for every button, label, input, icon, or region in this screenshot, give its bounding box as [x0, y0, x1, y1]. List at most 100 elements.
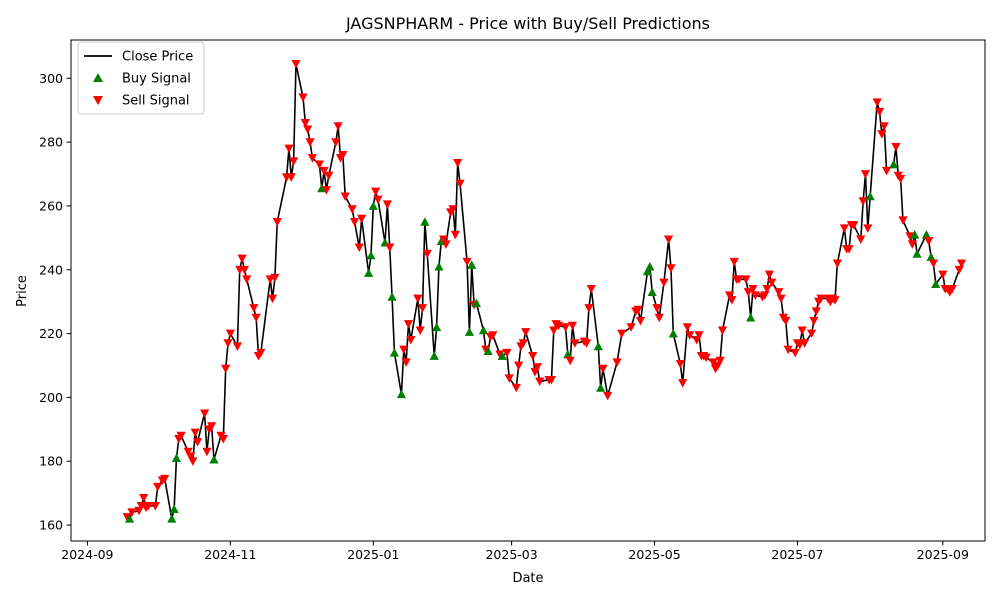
- sell-signal-marker: [806, 329, 817, 339]
- sell-signal-marker: [928, 259, 939, 268]
- sell-signal-marker: [549, 326, 559, 335]
- sell-signal-marker: [567, 321, 578, 331]
- buy-signal-marker: [746, 313, 756, 322]
- sell-signal-marker: [839, 224, 849, 233]
- sell-signal-marker: [439, 235, 449, 245]
- sell-signal-marker: [584, 304, 594, 313]
- sell-signal-marker: [413, 294, 423, 304]
- sell-signal-marker: [185, 452, 196, 462]
- sell-signal-marker: [450, 230, 460, 240]
- sell-signal-marker: [300, 119, 310, 128]
- sell-signal-marker: [764, 270, 774, 280]
- buy-signal-marker: [167, 514, 177, 523]
- buy-signal-marker: [931, 279, 941, 289]
- sell-signal-marker: [666, 264, 676, 273]
- buy-signal-marker: [593, 341, 603, 351]
- sell-signal-marker: [188, 457, 198, 466]
- sell-signal-marker: [729, 257, 739, 267]
- buy-signal-marker: [865, 191, 875, 201]
- x-tick-label: 2024-11: [204, 547, 256, 562]
- sell-signal-marker: [284, 144, 294, 154]
- sell-signal-marker: [947, 284, 957, 294]
- buy-signal-marker: [889, 159, 899, 169]
- sell-signal-marker: [251, 313, 261, 323]
- sell-signal-marker: [790, 348, 800, 358]
- sell-signal-marker: [331, 138, 341, 147]
- buy-signal-marker: [420, 217, 430, 226]
- sell-signal-marker: [565, 356, 575, 366]
- buy-signal-marker: [387, 292, 397, 301]
- sell-signal-marker: [654, 313, 664, 323]
- buy-signal-marker: [396, 389, 407, 399]
- sell-signal-marker: [938, 270, 948, 280]
- sell-signal-marker: [314, 160, 325, 170]
- sell-signal-marker: [305, 138, 315, 147]
- sell-signal-marker: [635, 316, 646, 326]
- sell-signal-marker: [333, 122, 343, 131]
- sell-signal-marker: [417, 304, 428, 313]
- sell-signal-marker: [891, 142, 901, 152]
- x-axis: 2024-09 2024-11 2025-01 2025-03 2025-05 2025-…: [61, 541, 969, 562]
- buy-signal-marker: [209, 455, 219, 464]
- sell-signal-marker: [448, 205, 458, 214]
- buy-signal-marker: [647, 287, 657, 297]
- sell-signal-marker: [570, 339, 580, 348]
- sell-signal-marker: [633, 305, 643, 315]
- sell-signal-marker: [504, 374, 514, 383]
- sell-signal-marker: [176, 431, 186, 441]
- sell-signal-marker: [202, 447, 212, 457]
- sell-signal-marker: [150, 501, 160, 511]
- sell-signal-marker: [694, 331, 704, 340]
- sell-signal-marker: [160, 474, 170, 484]
- sell-signal-marker: [406, 336, 416, 345]
- sell-signal-marker: [218, 434, 228, 444]
- sell-signal-marker: [382, 200, 392, 209]
- y-axis-label: Price: [15, 275, 30, 307]
- x-axis-label: Date: [512, 571, 543, 586]
- sell-signal-marker: [872, 98, 882, 107]
- sell-signal-marker: [898, 216, 908, 225]
- plot-area: [70, 39, 986, 542]
- sell-signal-marker: [221, 364, 231, 374]
- legend-label: Close Price: [122, 50, 193, 65]
- buy-signal-marker: [432, 322, 442, 332]
- buy-signal-marker: [169, 504, 179, 513]
- sell-signal-marker: [385, 243, 395, 253]
- sell-signal-marker: [708, 358, 718, 367]
- sell-signal-marker: [249, 304, 259, 313]
- sell-signal-marker: [809, 316, 819, 326]
- buy-signal-marker: [464, 327, 475, 336]
- sell-signal-marker: [514, 361, 524, 371]
- sell-signal-marker: [267, 294, 278, 304]
- sell-signal-marker: [664, 235, 674, 245]
- sell-signal-marker: [183, 447, 193, 457]
- sell-signal-marker: [521, 328, 531, 337]
- buy-signal-marker: [563, 349, 573, 359]
- buy-signal-marker: [596, 383, 606, 392]
- sell-signal-marker: [190, 428, 200, 438]
- sell-signal-marker: [242, 275, 252, 284]
- sell-signal-marker: [272, 217, 282, 227]
- legend-label: Buy Signal: [122, 72, 191, 87]
- sell-signal-marker: [291, 60, 301, 69]
- sell-signal-marker: [924, 237, 934, 246]
- sell-signal-marker: [403, 320, 414, 329]
- sell-signal-marker: [321, 186, 332, 195]
- sell-signal-marker: [422, 249, 432, 259]
- sell-signal-marker: [192, 438, 203, 447]
- sell-signal-marker: [717, 326, 728, 335]
- buy-signal-marker: [364, 268, 374, 277]
- sell-signal-marker: [598, 364, 608, 374]
- sell-signal-marker: [849, 221, 859, 230]
- x-tick-label: 2024-09: [61, 547, 113, 562]
- y-tick-label: 280: [39, 135, 63, 150]
- sell-signal-marker: [678, 379, 688, 388]
- sell-signal-marker: [956, 259, 967, 268]
- buy-signal-marker: [389, 348, 400, 357]
- sell-signal-marker: [724, 291, 735, 300]
- sell-signal-marker: [879, 122, 889, 131]
- buy-signal-marker: [910, 230, 920, 239]
- sell-signal-marker: [401, 358, 411, 367]
- y-tick-label: 200: [39, 390, 63, 405]
